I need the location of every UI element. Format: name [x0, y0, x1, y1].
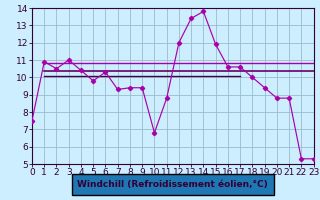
X-axis label: Windchill (Refroidissement éolien,°C): Windchill (Refroidissement éolien,°C): [77, 180, 268, 189]
